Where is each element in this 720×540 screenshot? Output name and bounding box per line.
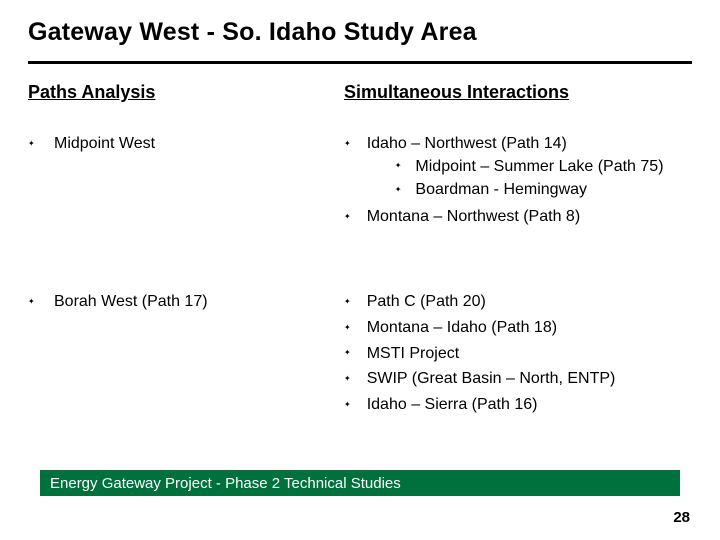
bullet-icon	[344, 133, 351, 202]
list-item: Path C (Path 20)	[344, 289, 692, 315]
bullet-icon	[28, 293, 38, 311]
right-heading: Simultaneous Interactions	[344, 82, 692, 103]
analysis-row: Borah West (Path 17) Path C (Path 20) Mo…	[28, 289, 692, 417]
page-number: 28	[673, 509, 690, 526]
item-text: MSTI Project	[367, 343, 459, 365]
footer-text: Energy Gateway Project - Phase 2 Technic…	[50, 475, 401, 492]
analysis-row: Midpoint West Idaho – Northwest (Path 14…	[28, 131, 692, 229]
path-item: Borah West (Path 17)	[28, 293, 328, 311]
list-item: Idaho – Sierra (Path 16)	[344, 392, 692, 418]
bullet-icon	[344, 206, 351, 228]
bullet-icon	[395, 156, 402, 178]
interaction-list: Path C (Path 20) Montana – Idaho (Path 1…	[344, 289, 692, 417]
list-item: Montana – Northwest (Path 8)	[344, 204, 692, 230]
right-cell: Idaho – Northwest (Path 14) Midpoint – S…	[344, 131, 692, 229]
list-item: Idaho – Northwest (Path 14) Midpoint – S…	[344, 131, 692, 204]
right-column: Simultaneous Interactions	[344, 82, 692, 131]
left-heading: Paths Analysis	[28, 82, 328, 103]
left-cell: Midpoint West	[28, 131, 328, 153]
item-text: Boardman - Hemingway	[415, 179, 587, 201]
bullet-icon	[344, 343, 351, 365]
bullet-icon	[28, 135, 38, 153]
bullet-icon	[344, 368, 351, 390]
slide: Gateway West - So. Idaho Study Area Path…	[0, 0, 720, 540]
content-columns: Paths Analysis Simultaneous Interactions	[28, 82, 692, 131]
item-text: Idaho – Northwest (Path 14)	[367, 135, 567, 152]
bullet-icon	[395, 179, 402, 201]
left-column: Paths Analysis	[28, 82, 328, 131]
right-cell: Path C (Path 20) Montana – Idaho (Path 1…	[344, 289, 692, 417]
title-rule	[28, 61, 692, 64]
item-text: SWIP (Great Basin – North, ENTP)	[367, 368, 616, 390]
path-item: Midpoint West	[28, 135, 328, 153]
list-item: MSTI Project	[344, 341, 692, 367]
left-cell: Borah West (Path 17)	[28, 289, 328, 311]
sub-list: Midpoint – Summer Lake (Path 75) Boardma…	[367, 155, 664, 202]
item-text: Path C (Path 20)	[367, 291, 486, 313]
item-text: Montana – Northwest (Path 8)	[367, 206, 580, 228]
item-text: Idaho – Sierra (Path 16)	[367, 394, 538, 416]
bullet-icon	[344, 394, 351, 416]
item-text: Midpoint – Summer Lake (Path 75)	[415, 156, 663, 178]
path-label: Midpoint West	[54, 135, 155, 153]
footer-bar: Energy Gateway Project - Phase 2 Technic…	[40, 470, 680, 496]
interaction-list: Idaho – Northwest (Path 14) Midpoint – S…	[344, 131, 692, 229]
list-item: SWIP (Great Basin – North, ENTP)	[344, 366, 692, 392]
path-label: Borah West (Path 17)	[54, 293, 208, 311]
bullet-icon	[344, 317, 351, 339]
list-item: Montana – Idaho (Path 18)	[344, 315, 692, 341]
bullet-icon	[344, 291, 351, 313]
slide-title: Gateway West - So. Idaho Study Area	[28, 18, 692, 47]
item-body: Idaho – Northwest (Path 14) Midpoint – S…	[367, 133, 664, 202]
list-item: Boardman - Hemingway	[395, 178, 664, 202]
list-item: Midpoint – Summer Lake (Path 75)	[395, 155, 664, 179]
item-text: Montana – Idaho (Path 18)	[367, 317, 557, 339]
